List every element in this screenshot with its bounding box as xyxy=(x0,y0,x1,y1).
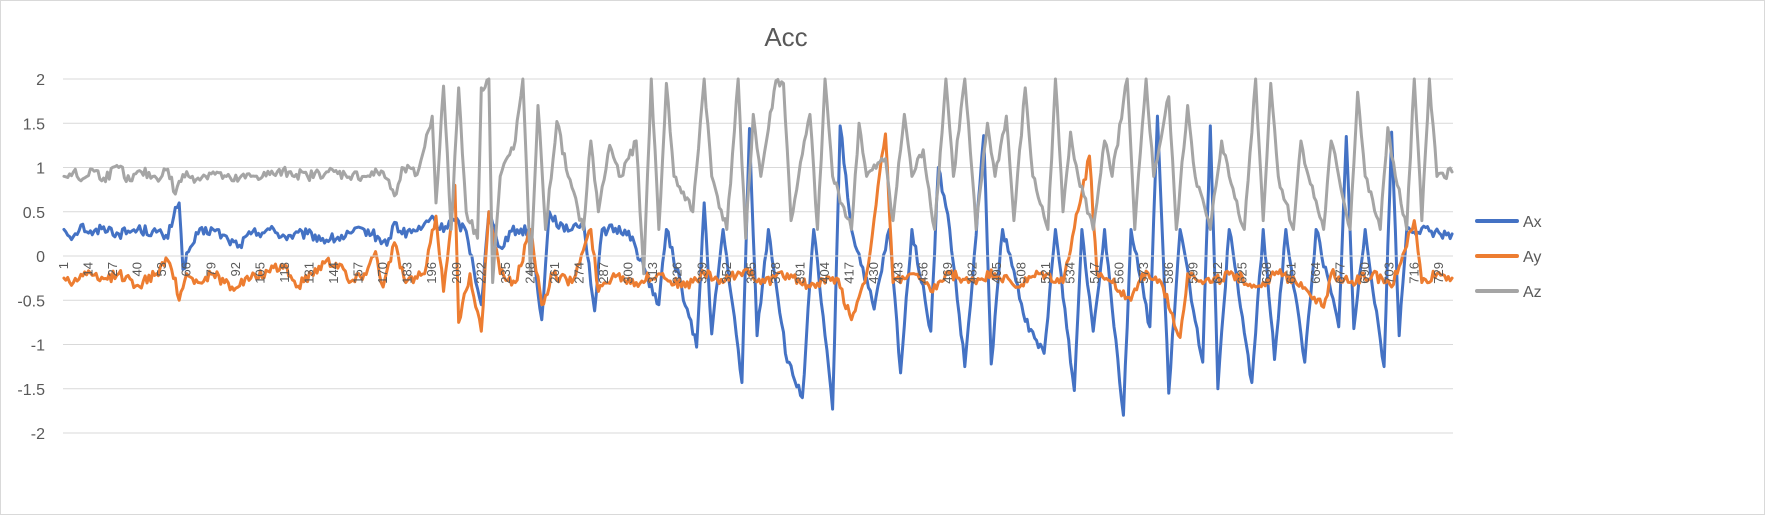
series-line-ay xyxy=(62,132,1454,339)
x-tick-label: 651 xyxy=(1284,262,1299,284)
y-tick-label: -1 xyxy=(31,338,45,355)
x-tick-label: 14 xyxy=(80,262,95,276)
x-tick-label: 443 xyxy=(891,262,906,284)
x-tick-label: 118 xyxy=(277,262,292,283)
x-tick-label: 599 xyxy=(1185,262,1200,284)
chart-title: Acc xyxy=(764,22,807,52)
y-tick-label: -2 xyxy=(31,426,45,443)
y-tick-label: -1.5 xyxy=(17,382,45,399)
x-tick-label: 352 xyxy=(719,262,734,284)
x-tick-label: 365 xyxy=(743,262,758,284)
x-tick-label: 339 xyxy=(694,262,709,284)
x-tick-label: 469 xyxy=(940,262,955,284)
x-tick-label: 482 xyxy=(964,262,979,284)
x-tick-label: 430 xyxy=(866,262,881,284)
x-tick-label: 222 xyxy=(473,262,488,284)
x-tick-label: 625 xyxy=(1234,262,1249,284)
x-tick-label: 547 xyxy=(1087,262,1102,284)
x-tick-label: 209 xyxy=(449,262,464,284)
x-tick-label: 729 xyxy=(1431,262,1446,284)
legend: Ax Ay Az xyxy=(1475,214,1542,301)
x-tick-label: 27 xyxy=(105,262,120,276)
x-tick-label: 521 xyxy=(1038,262,1053,284)
y-tick-label: 1.5 xyxy=(23,116,45,133)
y-tick-label: 1 xyxy=(36,161,45,178)
x-tick-label: 313 xyxy=(645,262,660,284)
x-tick-label: 40 xyxy=(130,262,145,276)
x-tick-label: 417 xyxy=(842,262,857,284)
x-tick-label: 261 xyxy=(547,262,562,284)
x-tick-label: 131 xyxy=(301,262,316,284)
legend-label-az: Az xyxy=(1523,284,1542,301)
x-tick-label: 1 xyxy=(56,262,71,269)
x-tick-label: 326 xyxy=(670,262,685,284)
x-tick-label: 53 xyxy=(154,262,169,276)
x-tick-label: 638 xyxy=(1259,262,1274,284)
x-tick-label: 157 xyxy=(351,262,366,284)
x-tick-label: 105 xyxy=(252,262,267,284)
x-tick-label: 92 xyxy=(228,262,243,276)
x-tick-label: 170 xyxy=(375,262,390,284)
x-tick-label: 573 xyxy=(1136,262,1151,284)
series-line-ax xyxy=(62,114,1454,417)
x-tick-label: 612 xyxy=(1210,262,1225,284)
x-tick-label: 534 xyxy=(1063,262,1078,284)
x-tick-label: 300 xyxy=(621,262,636,284)
x-tick-label: 508 xyxy=(1013,262,1028,284)
y-tick-label: -0.5 xyxy=(17,293,45,310)
x-axis-ticks: 1 14 27 40 53 66 79 92 105 118 131 144 157 170 183 196 2… xyxy=(56,255,1453,284)
x-tick-label: 66 xyxy=(179,262,194,276)
x-tick-label: 404 xyxy=(817,262,832,284)
legend-label-ay: Ay xyxy=(1523,249,1541,266)
legend-label-ax: Ax xyxy=(1523,214,1542,231)
y-tick-label: 0.5 xyxy=(23,205,45,222)
x-tick-label: 495 xyxy=(989,262,1004,284)
x-tick-label: 716 xyxy=(1406,262,1421,284)
series-line-az xyxy=(62,77,1454,285)
x-tick-label: 287 xyxy=(596,262,611,284)
x-tick-label: 690 xyxy=(1357,262,1372,284)
x-tick-label: 664 xyxy=(1308,262,1323,284)
y-tick-label: 0 xyxy=(36,249,45,266)
x-tick-label: 586 xyxy=(1161,262,1176,284)
x-tick-label: 235 xyxy=(498,262,513,284)
x-tick-label: 144 xyxy=(326,262,341,284)
series-lines xyxy=(62,77,1454,417)
x-tick-label: 560 xyxy=(1112,262,1127,284)
y-axis-ticks: 2 1.5 1 0.5 0 -0.5 -1 -1.5 -2 xyxy=(17,72,45,443)
x-tick-label: 677 xyxy=(1333,262,1348,284)
x-tick-label: 196 xyxy=(424,262,439,284)
x-tick-label: 378 xyxy=(768,262,783,284)
x-tick-label: 183 xyxy=(400,262,415,284)
x-tick-label: 456 xyxy=(915,262,930,284)
x-tick-label: 391 xyxy=(792,262,807,284)
x-tick-label: 79 xyxy=(203,262,218,276)
x-tick-label: 274 xyxy=(572,262,587,284)
y-tick-label: 2 xyxy=(36,72,45,89)
x-tick-label: 703 xyxy=(1382,262,1397,284)
x-tick-label: 248 xyxy=(522,262,537,284)
